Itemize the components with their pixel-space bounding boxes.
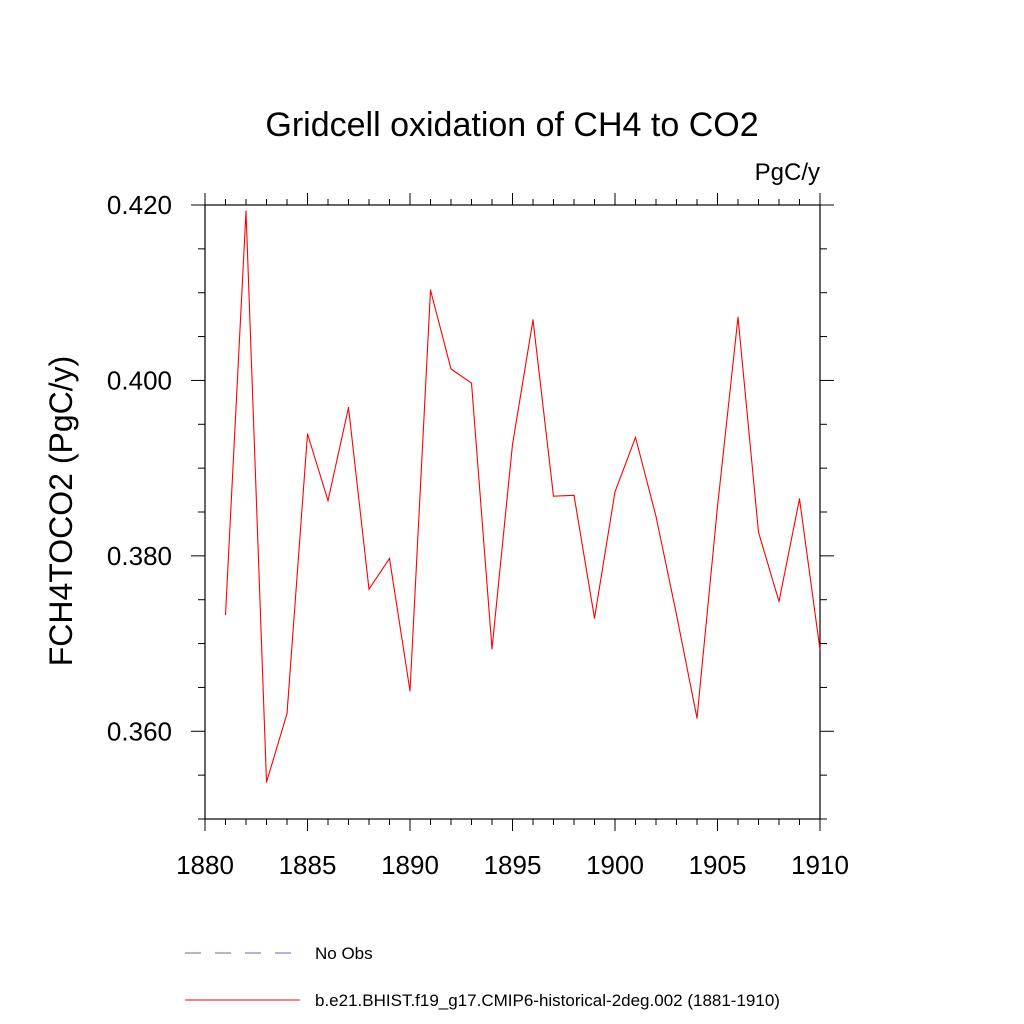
legend: No Obs b.e21.BHIST.f19_g17.CMIP6-histori… (185, 944, 780, 1010)
x-tick-label: 1880 (176, 850, 234, 880)
x-tick-label: 1900 (586, 850, 644, 880)
x-tick-label: 1885 (279, 850, 337, 880)
x-tick-label: 1890 (381, 850, 439, 880)
data-point (450, 368, 452, 370)
data-point (614, 491, 616, 493)
data-point (757, 531, 760, 533)
data-point (306, 433, 309, 435)
data-point (675, 614, 678, 616)
chart-title: Gridcell oxidation of CH4 to CO2 (265, 106, 758, 144)
series-layer (224, 210, 821, 783)
data-point (819, 649, 821, 651)
data-point (511, 443, 514, 446)
data-point (593, 617, 596, 619)
y-tick-label: 0.400 (107, 365, 172, 395)
data-point (716, 506, 719, 508)
data-point (573, 494, 575, 496)
data-point (655, 515, 657, 517)
data-point (245, 210, 247, 212)
legend-label-no-obs: No Obs (315, 944, 373, 963)
data-point (532, 319, 534, 321)
legend-item-historical: b.e21.BHIST.f19_g17.CMIP6-historical-2de… (185, 991, 780, 1010)
data-point (409, 690, 411, 692)
legend-label-historical: b.e21.BHIST.f19_g17.CMIP6-historical-2de… (315, 991, 780, 1010)
data-point (286, 713, 288, 715)
data-point (470, 382, 473, 384)
units-label: PgC/y (755, 159, 820, 186)
data-point (778, 600, 780, 603)
data-point (798, 498, 801, 500)
data-point (429, 289, 432, 291)
data-point (327, 499, 329, 502)
data-point (491, 648, 493, 650)
legend-item-no-obs: No Obs (185, 944, 373, 963)
x-tick-label: 1910 (791, 850, 849, 880)
data-point (388, 557, 391, 560)
data-point (634, 436, 637, 439)
axis-tick-labels: 1880 1885 1890 1895 1900 1905 1910 0.360 0.380 0.… (107, 190, 849, 880)
data-point (737, 316, 739, 318)
axis-ticks (191, 193, 834, 831)
series-line-0 (224, 211, 821, 783)
y-axis-label: FCH4TOCO2 (PgC/y) (43, 356, 79, 667)
x-tick-label: 1895 (484, 850, 542, 880)
y-tick-label: 0.380 (107, 541, 172, 571)
data-point (347, 407, 350, 409)
plot-frame (204, 204, 821, 820)
y-tick-label: 0.420 (107, 190, 172, 220)
data-point (368, 588, 370, 590)
data-point (265, 781, 268, 783)
data-point (224, 614, 227, 616)
data-point (552, 495, 555, 497)
data-point (696, 717, 698, 719)
y-tick-label: 0.360 (107, 716, 172, 746)
x-tick-label: 1905 (689, 850, 747, 880)
